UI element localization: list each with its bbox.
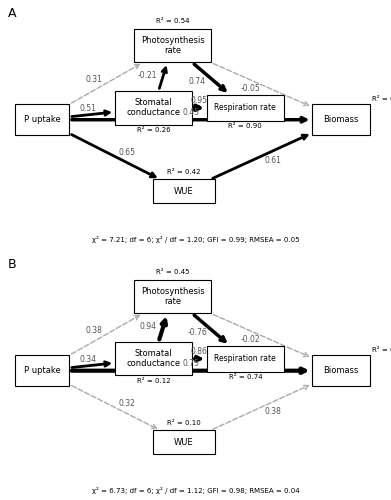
Text: Photosynthesis
rate: Photosynthesis rate: [141, 287, 204, 306]
Text: Stomatal
conductance: Stomatal conductance: [126, 349, 180, 368]
Text: R² = 0.88: R² = 0.88: [372, 96, 391, 102]
Text: R² = 0.45: R² = 0.45: [156, 269, 189, 275]
Text: 0.38: 0.38: [264, 406, 281, 416]
Text: 0.31: 0.31: [85, 76, 102, 84]
Text: R² = 0.90: R² = 0.90: [228, 124, 262, 130]
FancyBboxPatch shape: [153, 180, 215, 204]
FancyBboxPatch shape: [134, 280, 211, 314]
Text: P uptake: P uptake: [24, 366, 61, 375]
FancyBboxPatch shape: [312, 355, 370, 386]
Text: Biomass: Biomass: [323, 115, 359, 124]
Text: -0.76: -0.76: [187, 328, 207, 336]
FancyBboxPatch shape: [15, 104, 69, 136]
Text: Respiration rate: Respiration rate: [214, 104, 276, 112]
Text: WUE: WUE: [174, 187, 194, 196]
Text: 0.75: 0.75: [182, 359, 199, 368]
Text: 0.94: 0.94: [139, 322, 156, 332]
Text: P uptake: P uptake: [24, 115, 61, 124]
FancyBboxPatch shape: [207, 94, 283, 121]
Text: χ² = 7.21; df = 6; χ² / df = 1.20; GFI = 0.99; RMSEA = 0.05: χ² = 7.21; df = 6; χ² / df = 1.20; GFI =…: [92, 236, 299, 243]
Text: 0.32: 0.32: [118, 399, 135, 408]
Text: R² = 0.26: R² = 0.26: [136, 127, 170, 133]
Text: Stomatal
conductance: Stomatal conductance: [126, 98, 180, 117]
Text: R² = 0.42: R² = 0.42: [167, 168, 201, 174]
Text: R² = 0.87: R² = 0.87: [372, 347, 391, 353]
Text: 0.74: 0.74: [188, 76, 206, 86]
Text: 0.86: 0.86: [191, 347, 208, 356]
Text: R² = 0.12: R² = 0.12: [136, 378, 170, 384]
Text: WUE: WUE: [174, 438, 194, 447]
Text: R² = 0.74: R² = 0.74: [228, 374, 262, 380]
FancyBboxPatch shape: [15, 355, 69, 386]
Text: Respiration rate: Respiration rate: [214, 354, 276, 364]
Text: Biomass: Biomass: [323, 366, 359, 375]
FancyBboxPatch shape: [115, 342, 192, 376]
FancyBboxPatch shape: [312, 104, 370, 136]
Text: 0.65: 0.65: [118, 148, 135, 157]
FancyBboxPatch shape: [207, 346, 283, 372]
Text: 0.51: 0.51: [80, 104, 97, 113]
Text: 0.95: 0.95: [191, 96, 208, 105]
Text: 0.61: 0.61: [264, 156, 281, 164]
Text: R² = 0.10: R² = 0.10: [167, 420, 201, 426]
Text: -0.21: -0.21: [138, 72, 158, 80]
Text: Photosynthesis
rate: Photosynthesis rate: [141, 36, 204, 56]
Text: -0.02: -0.02: [240, 336, 260, 344]
Text: 0.38: 0.38: [85, 326, 102, 336]
FancyBboxPatch shape: [134, 29, 211, 62]
FancyBboxPatch shape: [153, 430, 215, 454]
Text: -0.05: -0.05: [240, 84, 260, 94]
Text: 0.45: 0.45: [182, 108, 199, 117]
Text: B: B: [8, 258, 16, 272]
Text: 0.34: 0.34: [79, 355, 97, 364]
Text: R² = 0.54: R² = 0.54: [156, 18, 189, 24]
Text: A: A: [8, 8, 16, 20]
Text: χ² = 6.73; df = 6; χ² / df = 1.12; GFI = 0.98; RMSEA = 0.04: χ² = 6.73; df = 6; χ² / df = 1.12; GFI =…: [91, 487, 300, 494]
FancyBboxPatch shape: [115, 91, 192, 124]
